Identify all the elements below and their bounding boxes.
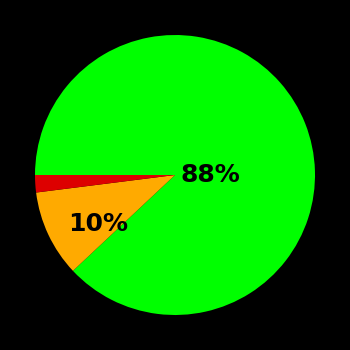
- Wedge shape: [35, 175, 175, 192]
- Wedge shape: [36, 175, 175, 271]
- Wedge shape: [35, 35, 315, 315]
- Text: 88%: 88%: [180, 163, 240, 187]
- Text: 10%: 10%: [68, 212, 128, 236]
